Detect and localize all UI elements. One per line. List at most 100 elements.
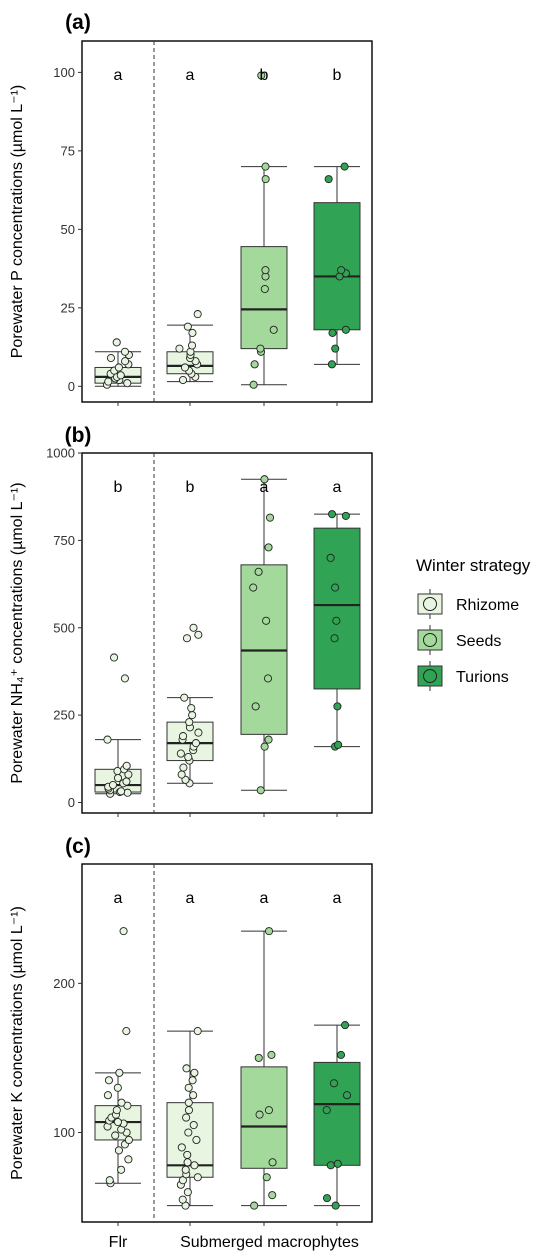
significance-letter: a [114, 890, 123, 907]
data-point [332, 616, 341, 625]
data-point [104, 1076, 113, 1085]
data-point [268, 1158, 277, 1167]
data-point [178, 375, 188, 385]
data-point [188, 328, 197, 337]
data-point [189, 623, 198, 632]
data-point [193, 310, 202, 319]
data-point [184, 1106, 194, 1115]
data-point [124, 770, 133, 779]
data-point [265, 513, 275, 522]
data-point [342, 1091, 352, 1100]
y-tick-label: 50 [61, 222, 75, 237]
data-point [322, 1106, 331, 1115]
data-point [120, 674, 129, 683]
data-point [114, 363, 123, 372]
data-point [269, 325, 278, 334]
data-point [327, 510, 337, 519]
significance-letter: b [114, 479, 123, 496]
data-point [194, 728, 203, 737]
y-tick-label: 250 [53, 708, 75, 723]
data-point [327, 360, 336, 369]
data-point [182, 1064, 191, 1073]
data-point [190, 1161, 199, 1170]
box-turions [313, 162, 361, 369]
y-tick-label: 500 [53, 620, 75, 635]
data-point [334, 740, 343, 749]
data-point [189, 1120, 198, 1130]
panel-2: (b) 0 250 500 750 1000 Porewater NH₄⁺ concentr… [9, 424, 373, 817]
data-point [261, 162, 270, 171]
box-rhizome [94, 653, 142, 798]
data-point [264, 735, 273, 744]
data-point [175, 344, 184, 353]
data-point [260, 742, 269, 751]
data-point [324, 175, 333, 184]
data-point [250, 1201, 259, 1210]
data-point [183, 1158, 192, 1167]
data-point [341, 1021, 350, 1030]
data-point [336, 1050, 346, 1059]
data-point [331, 583, 340, 592]
legend-key-point [423, 597, 437, 611]
data-point [264, 927, 274, 936]
legend-item-label: Rhizome [456, 597, 519, 614]
y-axis-label: Porewater K concentrations (µmol L⁻¹) [9, 906, 26, 1180]
box-rhizome [166, 310, 214, 385]
panel-label: (b) [65, 424, 92, 447]
box-iqr [313, 1061, 361, 1166]
data-point [112, 1106, 121, 1115]
data-point [193, 1173, 202, 1182]
data-point [177, 770, 186, 779]
data-point [184, 1128, 193, 1137]
data-point [328, 328, 337, 337]
data-point [264, 543, 273, 552]
data-point [255, 1110, 264, 1119]
significance-letter: a [333, 890, 342, 907]
data-point [122, 1027, 131, 1036]
data-point [178, 1176, 187, 1185]
data-point [123, 379, 132, 388]
data-point [188, 1076, 197, 1085]
data-point [326, 1161, 335, 1170]
y-tick-label: 100 [53, 1125, 75, 1140]
data-point [119, 927, 128, 936]
box-seeds [240, 71, 288, 389]
data-point [262, 1173, 271, 1182]
significance-letter: a [114, 67, 123, 84]
panel-1: (a) 0 25 50 75 100 Porewater P concentrations … [9, 11, 373, 406]
data-point [181, 1165, 190, 1174]
data-point [123, 788, 132, 797]
legend-item-label: Turions [456, 669, 509, 686]
data-point [326, 553, 335, 562]
data-point [113, 1083, 122, 1092]
data-point [267, 1050, 276, 1059]
data-point [183, 322, 192, 331]
data-point [124, 1135, 133, 1145]
data-point [187, 704, 196, 713]
data-point [108, 780, 118, 790]
data-point [249, 583, 258, 592]
box-rhizome [94, 927, 142, 1188]
data-point [117, 1098, 126, 1107]
data-point [103, 735, 112, 744]
data-point [182, 634, 192, 643]
data-point [261, 266, 270, 275]
box-turions [313, 1021, 361, 1210]
box-seeds [240, 475, 288, 795]
x-category-label: Flr [109, 1234, 128, 1251]
significance-letter: b [186, 479, 195, 496]
data-point [120, 347, 130, 356]
data-point [114, 1146, 123, 1155]
data-point [249, 380, 258, 389]
data-point [121, 357, 130, 366]
data-point [103, 1091, 112, 1100]
data-point [192, 1135, 201, 1145]
data-point [182, 1113, 191, 1122]
data-point [330, 634, 339, 643]
legend-item: Seeds [417, 625, 501, 655]
data-point [188, 711, 197, 720]
data-point [331, 1201, 340, 1210]
data-point [113, 773, 123, 783]
y-tick-label: 25 [61, 300, 75, 315]
